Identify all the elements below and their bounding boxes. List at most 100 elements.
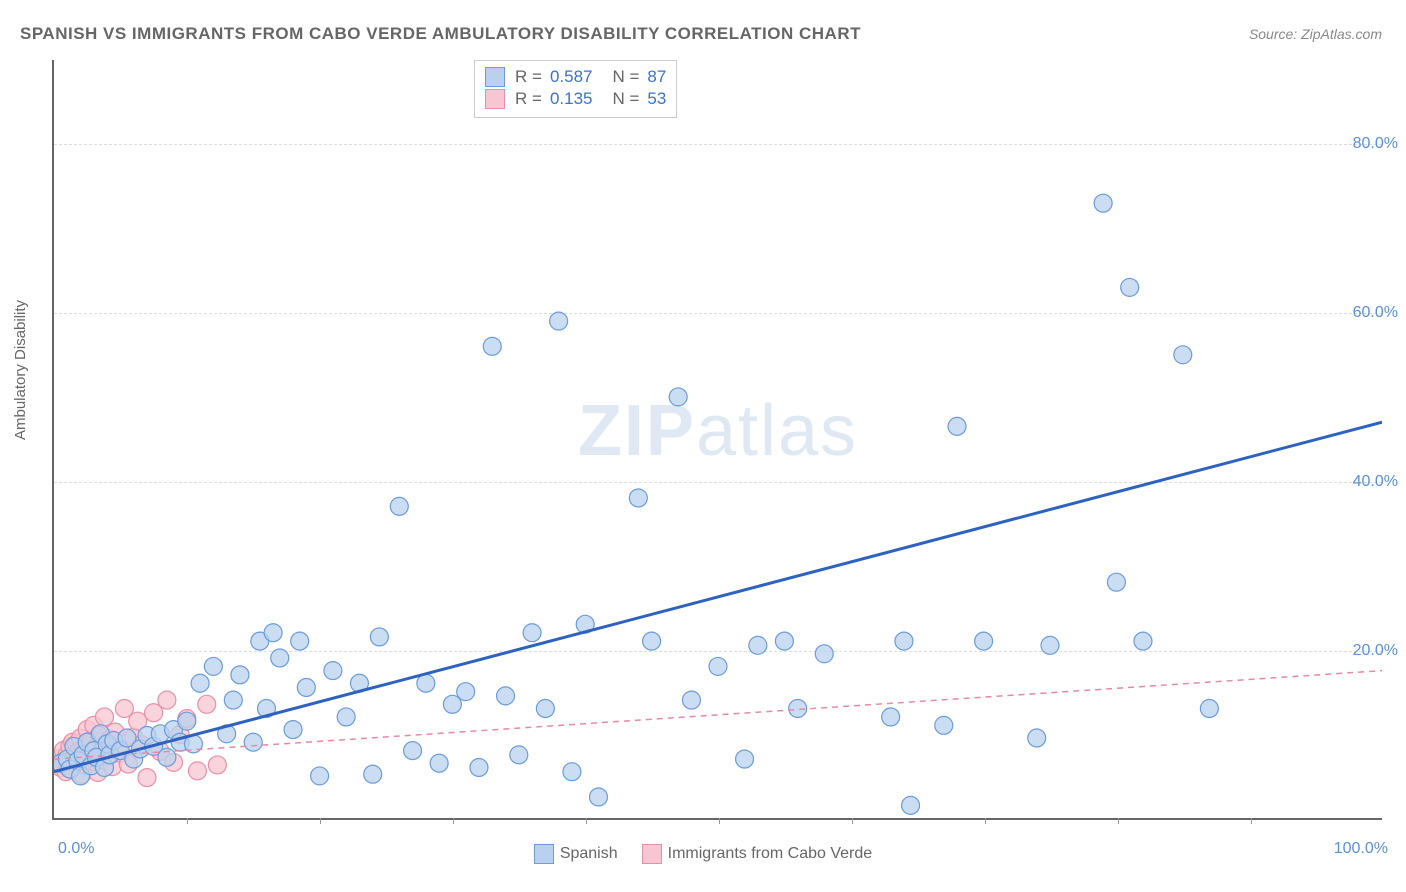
x-tick-mark <box>719 818 720 824</box>
data-point <box>682 691 700 709</box>
data-point <box>78 733 96 751</box>
data-point <box>483 337 501 355</box>
data-point <box>815 645 833 663</box>
gridline <box>54 651 1382 652</box>
data-point <box>145 737 163 755</box>
data-point <box>74 740 92 758</box>
data-point <box>89 764 107 782</box>
data-point <box>61 760 79 778</box>
watermark-bold: ZIP <box>578 391 696 471</box>
data-point <box>76 747 94 765</box>
data-point <box>145 704 163 722</box>
data-point <box>72 729 90 747</box>
data-point <box>443 695 461 713</box>
data-point <box>470 758 488 776</box>
data-point <box>1134 632 1152 650</box>
data-point <box>257 700 275 718</box>
y-tick-label: 20.0% <box>1353 642 1398 660</box>
data-point <box>58 746 76 764</box>
r-label: R = <box>515 67 542 87</box>
data-point <box>902 796 920 814</box>
swatch-cabo-verde-icon <box>485 89 505 109</box>
data-point <box>311 767 329 785</box>
y-axis-label: Ambulatory Disability <box>12 300 29 440</box>
data-point <box>178 710 196 728</box>
data-point <box>948 417 966 435</box>
data-point <box>404 742 422 760</box>
data-point <box>364 765 382 783</box>
x-tick-mark <box>1251 818 1252 824</box>
data-point <box>457 683 475 701</box>
data-point <box>65 737 83 755</box>
data-point <box>106 723 124 741</box>
data-point <box>64 733 82 751</box>
data-point <box>93 751 111 769</box>
trend-line-spanish <box>54 422 1382 772</box>
data-point <box>77 756 95 774</box>
data-point <box>935 716 953 734</box>
gridline <box>54 313 1382 314</box>
data-point <box>118 729 136 747</box>
data-point <box>390 497 408 515</box>
data-point <box>57 763 75 781</box>
data-point <box>88 748 106 766</box>
data-point <box>775 632 793 650</box>
data-point <box>90 726 108 744</box>
data-point <box>138 726 156 744</box>
data-point <box>171 726 189 744</box>
data-point <box>218 725 236 743</box>
data-point <box>709 657 727 675</box>
data-point <box>85 716 103 734</box>
data-point <box>297 678 315 696</box>
data-point <box>69 752 87 770</box>
data-point <box>68 735 86 753</box>
data-point <box>54 758 70 776</box>
stats-box: R = 0.587 N = 87 R = 0.135 N = 53 <box>474 60 677 118</box>
data-point <box>188 762 206 780</box>
data-point <box>523 624 541 642</box>
data-point <box>91 741 109 759</box>
data-point <box>54 750 67 768</box>
x-tick-mark <box>453 818 454 824</box>
data-point <box>95 758 113 776</box>
data-point <box>497 687 515 705</box>
y-tick-label: 40.0% <box>1353 473 1398 491</box>
data-point <box>975 632 993 650</box>
data-point <box>101 746 119 764</box>
data-point <box>576 615 594 633</box>
data-point <box>138 769 156 787</box>
data-point <box>510 746 528 764</box>
data-point <box>73 765 91 783</box>
chart-title: SPANISH VS IMMIGRANTS FROM CABO VERDE AM… <box>20 24 861 44</box>
source-attribution: Source: ZipAtlas.com <box>1249 26 1382 42</box>
data-point <box>125 728 143 746</box>
data-point <box>60 757 78 775</box>
data-point <box>291 632 309 650</box>
x-tick-mark <box>187 818 188 824</box>
data-point <box>69 743 87 761</box>
n-label: N = <box>612 67 639 87</box>
data-point <box>224 691 242 709</box>
data-point <box>208 756 226 774</box>
data-point <box>198 695 216 713</box>
n-value-1: 87 <box>647 67 666 87</box>
data-point <box>54 754 70 772</box>
data-point <box>82 757 100 775</box>
data-point <box>74 746 92 764</box>
data-point <box>629 489 647 507</box>
data-point <box>563 763 581 781</box>
data-point <box>151 725 169 743</box>
data-point <box>204 657 222 675</box>
x-tick-mark <box>320 818 321 824</box>
data-point <box>284 721 302 739</box>
data-point <box>191 674 209 692</box>
data-point <box>109 738 127 756</box>
data-point <box>131 740 149 758</box>
data-point <box>589 788 607 806</box>
data-point <box>115 700 133 718</box>
gridline <box>54 144 1382 145</box>
data-point <box>111 742 129 760</box>
r-label: R = <box>515 89 542 109</box>
data-point <box>54 742 72 760</box>
legend-item-cabo-verde: Immigrants from Cabo Verde <box>642 844 873 864</box>
